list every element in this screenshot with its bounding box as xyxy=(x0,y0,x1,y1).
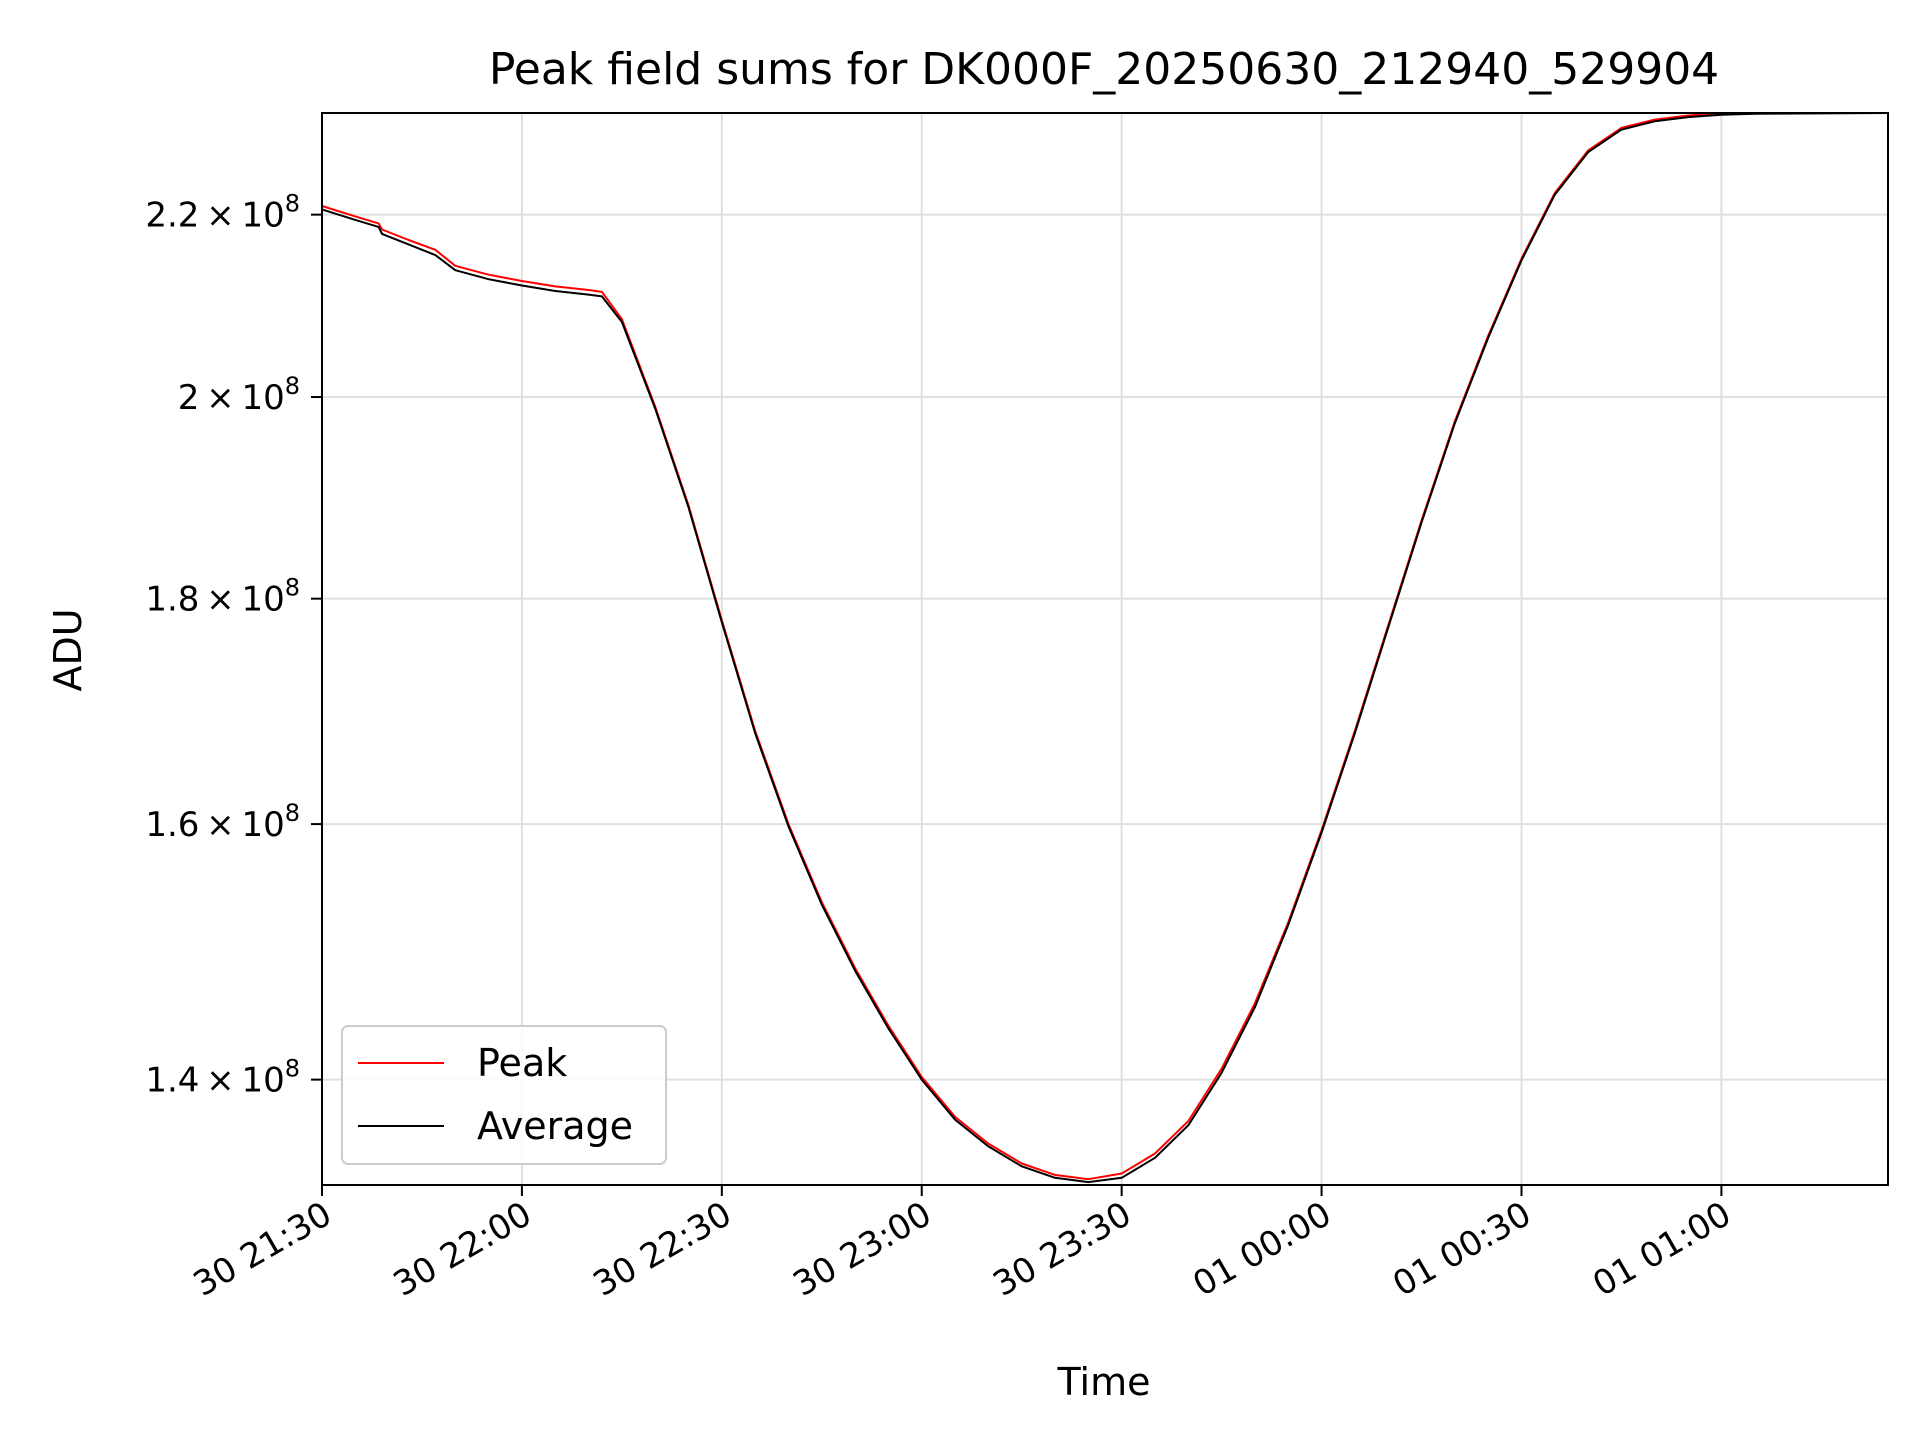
y-axis-ticks: 1.4 × 108 1.6 × 108 1.8 × 108 2 × 108 2.2 × … xyxy=(145,190,322,1101)
y-tick-label: 2.2 × 108 xyxy=(145,190,300,236)
plot-series xyxy=(321,112,1889,1184)
y-tick-label: 1.4 × 108 xyxy=(145,1055,300,1101)
legend-box xyxy=(341,1025,667,1165)
series-line-average xyxy=(321,112,1889,1184)
legend-label: Average xyxy=(477,1104,633,1148)
legend-label: Peak xyxy=(477,1041,567,1085)
legend: Peak Average xyxy=(341,1025,667,1165)
chart-title: Peak field sums for DK000F_20250630_2129… xyxy=(489,44,1719,95)
y-tick-label: 1.8 × 108 xyxy=(145,574,300,620)
y-tick-label: 1.6 × 108 xyxy=(145,799,300,845)
y-tick-label: 2 × 108 xyxy=(178,372,300,418)
x-axis-label: Time xyxy=(1057,1360,1151,1404)
y-axis-label: ADU xyxy=(46,608,90,691)
plot-frame xyxy=(321,112,1889,1186)
